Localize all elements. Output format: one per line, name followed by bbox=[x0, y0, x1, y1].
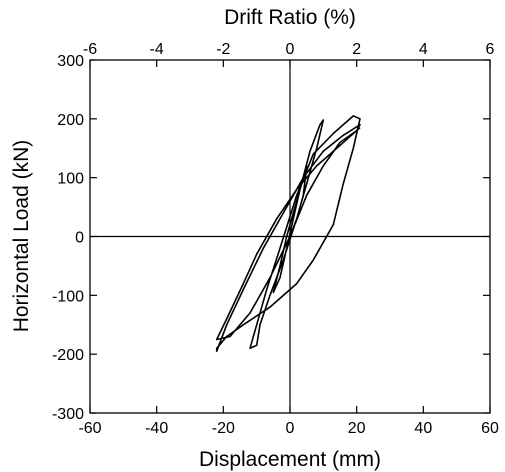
hysteresis-series-line bbox=[215, 115, 361, 352]
ticks: -60 -40 -20 0 20 40 60-6 -4 -2 0 2 4 6-300-200-10001… bbox=[52, 41, 499, 437]
x-tick-label: 60 bbox=[481, 420, 499, 437]
x-tick-label: 40 bbox=[414, 420, 432, 437]
x2-tick-label: -2 bbox=[216, 41, 230, 58]
y-tick-label: -100 bbox=[52, 288, 84, 305]
x-tick-label: 0 bbox=[286, 420, 295, 437]
x-axis-title: Displacement (mm) bbox=[199, 448, 381, 471]
x-tick-label: 20 bbox=[348, 420, 366, 437]
y-tick-label: 100 bbox=[57, 171, 84, 188]
series-group bbox=[215, 115, 361, 352]
x-tick-label: -40 bbox=[145, 420, 168, 437]
x-tick-label: -60 bbox=[78, 420, 101, 437]
x2-tick-label: 2 bbox=[352, 41, 361, 58]
y-tick-label: 0 bbox=[75, 230, 84, 247]
x2-tick-label: 6 bbox=[486, 41, 495, 58]
x2-tick-label: -4 bbox=[150, 41, 164, 58]
y-tick-label: 200 bbox=[57, 112, 84, 129]
y-tick-label: 300 bbox=[57, 53, 84, 70]
x2-tick-label: 0 bbox=[286, 41, 295, 58]
x2-axis-title: Drift Ratio (%) bbox=[224, 6, 356, 29]
y-tick-label: -200 bbox=[52, 347, 84, 364]
y-tick-label: -300 bbox=[52, 406, 84, 423]
x2-tick-label: -6 bbox=[83, 41, 97, 58]
y-axis-title: Horizontal Load (kN) bbox=[10, 140, 33, 333]
x-tick-label: -20 bbox=[212, 420, 235, 437]
x2-tick-label: 4 bbox=[419, 41, 428, 58]
